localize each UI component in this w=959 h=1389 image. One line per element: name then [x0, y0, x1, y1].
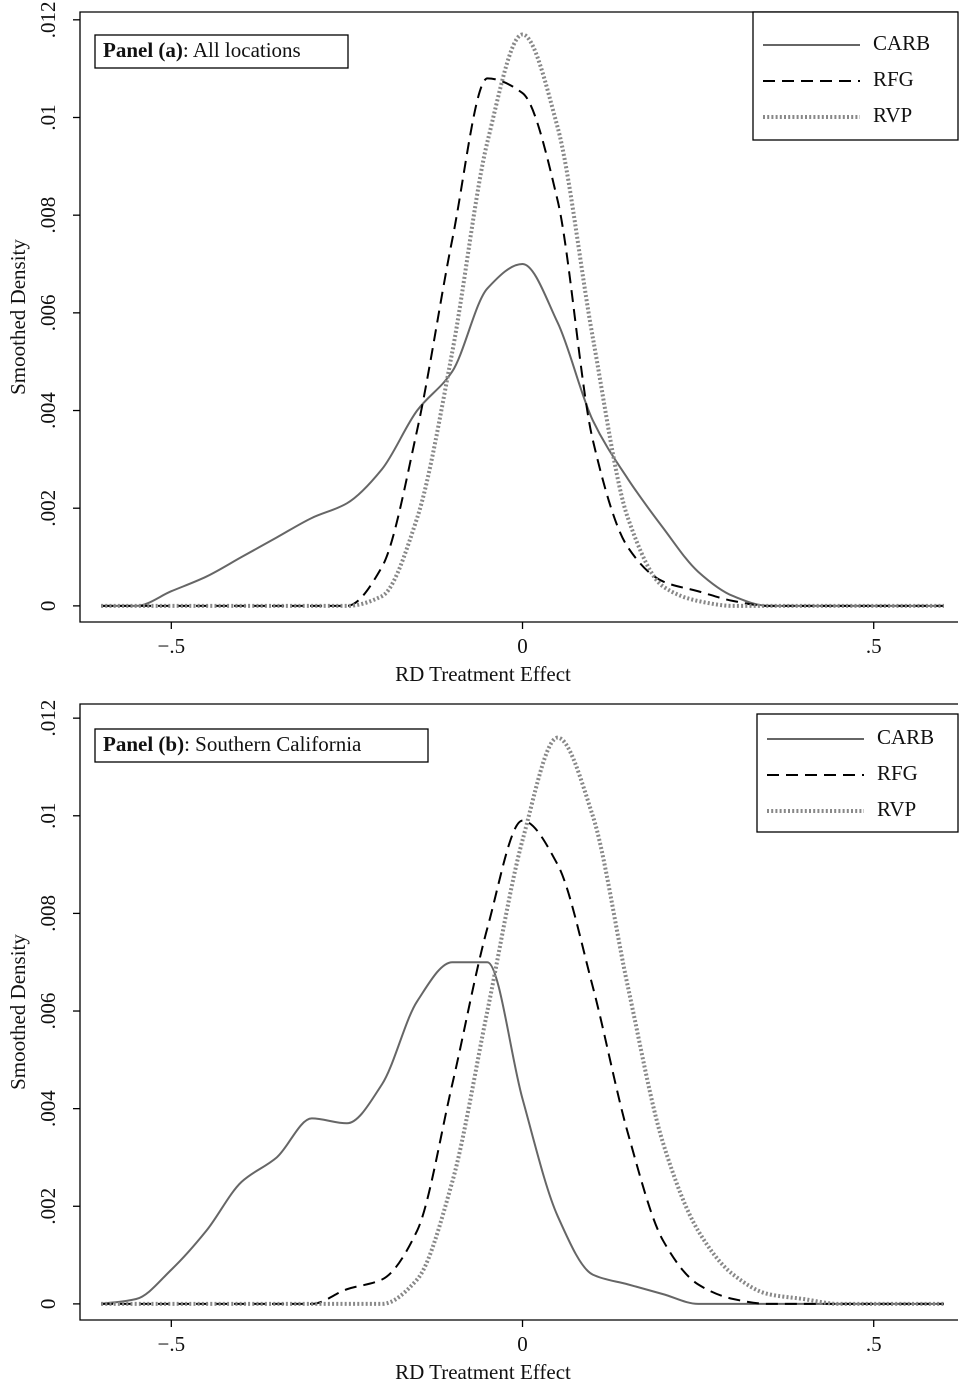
panel-label-text: : All locations: [183, 38, 301, 62]
y-tick-label: .006: [36, 993, 60, 1030]
y-axis-label: Smoothed Density: [6, 934, 30, 1090]
panel-label: Panel (a): All locations: [103, 38, 301, 62]
legend-label: CARB: [877, 725, 934, 749]
x-tick-label: 0: [517, 1332, 528, 1356]
plot-frame: [79, 703, 958, 1321]
y-tick-label: .002: [36, 1188, 60, 1225]
legend-label: RFG: [877, 761, 918, 785]
panel-label-box: [94, 34, 349, 69]
y-tick-label: 0: [36, 1299, 60, 1310]
legend-label: RFG: [873, 67, 914, 91]
density-line: [101, 32, 944, 608]
y-tick-label: .012: [36, 700, 60, 737]
y-tick-label: .01: [36, 803, 60, 829]
x-tick-label: 0: [517, 634, 528, 658]
panel-label-bold: Panel (b): [103, 732, 184, 756]
x-axis-label: RD Treatment Effect: [395, 662, 571, 686]
density-line: [101, 735, 944, 1306]
y-tick-label: .008: [36, 895, 60, 932]
panel-label-bold: Panel (a): [103, 38, 183, 62]
y-tick-label: .008: [36, 197, 60, 234]
legend-box: [756, 713, 959, 833]
x-tick-label: −.5: [158, 634, 186, 658]
y-tick-label: .01: [36, 104, 60, 130]
y-tick-label: .012: [36, 1, 60, 38]
density-line: [101, 77, 944, 607]
legend-label: CARB: [873, 31, 930, 55]
x-tick-label: .5: [866, 1332, 882, 1356]
density-line: [100, 961, 944, 1305]
density-line: [101, 819, 944, 1305]
density-line: [101, 263, 944, 607]
x-axis-label: RD Treatment Effect: [395, 1360, 571, 1384]
panel-label-box: [94, 728, 429, 763]
y-tick-label: .004: [36, 1090, 60, 1127]
x-tick-label: .5: [866, 634, 882, 658]
y-tick-label: .002: [36, 490, 60, 527]
y-tick-label: 0: [36, 601, 60, 612]
legend-label: RVP: [873, 103, 912, 127]
y-tick-label: .006: [36, 294, 60, 331]
panel-label-text: : Southern California: [184, 732, 362, 756]
y-tick-label: .004: [36, 392, 60, 429]
plot-frame: [79, 11, 958, 623]
x-tick-label: −.5: [158, 1332, 186, 1356]
y-axis-label: Smoothed Density: [6, 239, 30, 395]
panel-label: Panel (b): Southern California: [103, 732, 362, 756]
legend-label: RVP: [877, 797, 916, 821]
